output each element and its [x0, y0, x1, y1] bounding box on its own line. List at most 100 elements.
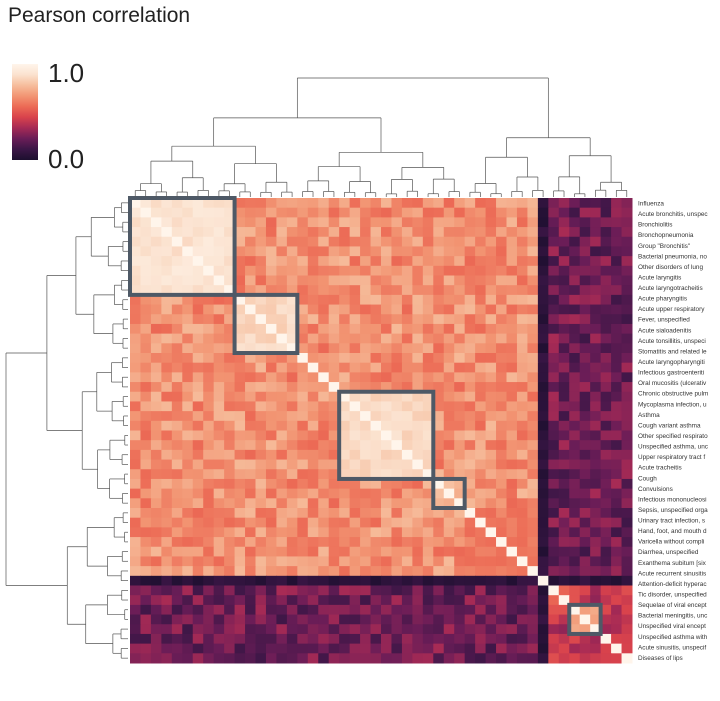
heatmap-cell — [506, 227, 518, 238]
heatmap-cell — [161, 643, 173, 654]
heatmap-cell — [475, 275, 487, 286]
heatmap-cell — [349, 391, 361, 402]
heatmap-cell — [548, 633, 560, 645]
heatmap-cell — [611, 527, 623, 538]
heatmap-cell — [412, 459, 424, 470]
heatmap-cell — [401, 304, 413, 315]
heatmap-cell — [182, 527, 194, 538]
heatmap-cell — [276, 353, 288, 364]
heatmap-cell — [464, 566, 476, 577]
heatmap-cell — [443, 537, 455, 548]
heatmap-cell — [276, 265, 288, 276]
heatmap-cell — [360, 585, 372, 596]
heatmap-cell — [182, 449, 194, 461]
heatmap-cell — [621, 227, 633, 238]
heatmap-cell — [328, 382, 340, 393]
heatmap-cell — [140, 256, 152, 267]
heatmap-cell — [328, 227, 340, 238]
row-label: Asthma — [638, 412, 660, 419]
heatmap-cell — [339, 566, 351, 577]
heatmap-cell — [349, 517, 361, 528]
heatmap-cell — [318, 353, 330, 364]
heatmap-cell — [558, 265, 570, 276]
heatmap-cell — [255, 459, 267, 470]
heatmap-cell — [339, 585, 351, 596]
heatmap-cell — [611, 449, 623, 461]
heatmap-cell — [621, 449, 633, 461]
heatmap-cell — [276, 304, 288, 315]
heatmap-cell — [370, 537, 382, 548]
heatmap-cell — [412, 449, 424, 461]
heatmap-cell — [307, 575, 319, 586]
heatmap-cell — [443, 227, 455, 238]
heatmap-cell — [600, 469, 612, 480]
heatmap-cell — [548, 517, 560, 528]
heatmap-cell — [590, 236, 602, 247]
heatmap-cell — [527, 362, 539, 373]
heatmap-cell — [433, 575, 445, 586]
heatmap-cell — [579, 604, 591, 616]
heatmap-cell — [140, 478, 152, 490]
heatmap-cell — [245, 595, 256, 606]
heatmap-cell — [422, 411, 434, 422]
heatmap-cell — [569, 498, 581, 509]
heatmap-cell — [548, 614, 560, 625]
heatmap-cell — [422, 527, 434, 538]
heatmap-cell — [611, 314, 623, 325]
heatmap-cell — [318, 420, 330, 431]
heatmap-cell — [255, 508, 267, 519]
heatmap-cell — [590, 420, 602, 431]
heatmap-cell — [318, 595, 330, 606]
heatmap-cell — [203, 575, 215, 586]
heatmap-cell — [590, 527, 602, 538]
heatmap-cell — [496, 227, 507, 238]
heatmap-cell — [422, 304, 434, 315]
heatmap-cell — [349, 527, 361, 538]
heatmap-cell — [611, 440, 623, 451]
heatmap-cell — [548, 362, 560, 373]
heatmap-cell — [224, 353, 236, 364]
heatmap-cell — [255, 527, 267, 538]
heatmap-cell — [339, 508, 351, 519]
heatmap-cell — [140, 217, 152, 228]
heatmap-cell — [391, 575, 403, 586]
heatmap-cell — [558, 420, 570, 431]
heatmap-cell — [527, 217, 539, 228]
heatmap-cell — [443, 343, 455, 354]
heatmap-cell — [245, 333, 256, 344]
heatmap-cell — [537, 236, 549, 247]
heatmap-cell — [590, 459, 602, 470]
heatmap-cell — [318, 585, 330, 596]
heatmap-cell — [454, 556, 466, 567]
heatmap-cell — [569, 411, 581, 422]
heatmap-cell — [506, 478, 518, 490]
heatmap-cell — [234, 314, 246, 325]
heatmap-cell — [203, 643, 215, 654]
heatmap-cell — [360, 343, 372, 354]
heatmap-cell — [569, 624, 581, 635]
heatmap-cell — [422, 595, 434, 606]
heatmap-cell — [401, 624, 413, 635]
heatmap-cell — [433, 382, 445, 393]
heatmap-cell — [213, 440, 225, 451]
heatmap-cell — [297, 508, 309, 519]
heatmap-cell — [370, 391, 382, 402]
heatmap-cell — [433, 430, 445, 441]
heatmap-cell — [265, 304, 277, 315]
heatmap-cell — [485, 517, 497, 528]
heatmap-cell — [475, 382, 487, 393]
heatmap-cell — [349, 498, 361, 509]
heatmap-cell — [360, 333, 372, 344]
heatmap-cell — [579, 217, 591, 228]
heatmap-cell — [433, 624, 445, 635]
heatmap-cell — [276, 653, 288, 664]
heatmap-cell — [360, 314, 372, 325]
heatmap-cell — [496, 372, 507, 383]
heatmap-cell — [496, 411, 507, 422]
heatmap-cell — [328, 595, 340, 606]
heatmap-cell — [422, 362, 434, 373]
heatmap-cell — [360, 633, 372, 645]
heatmap-cell — [558, 333, 570, 344]
heatmap-cell — [443, 566, 455, 577]
